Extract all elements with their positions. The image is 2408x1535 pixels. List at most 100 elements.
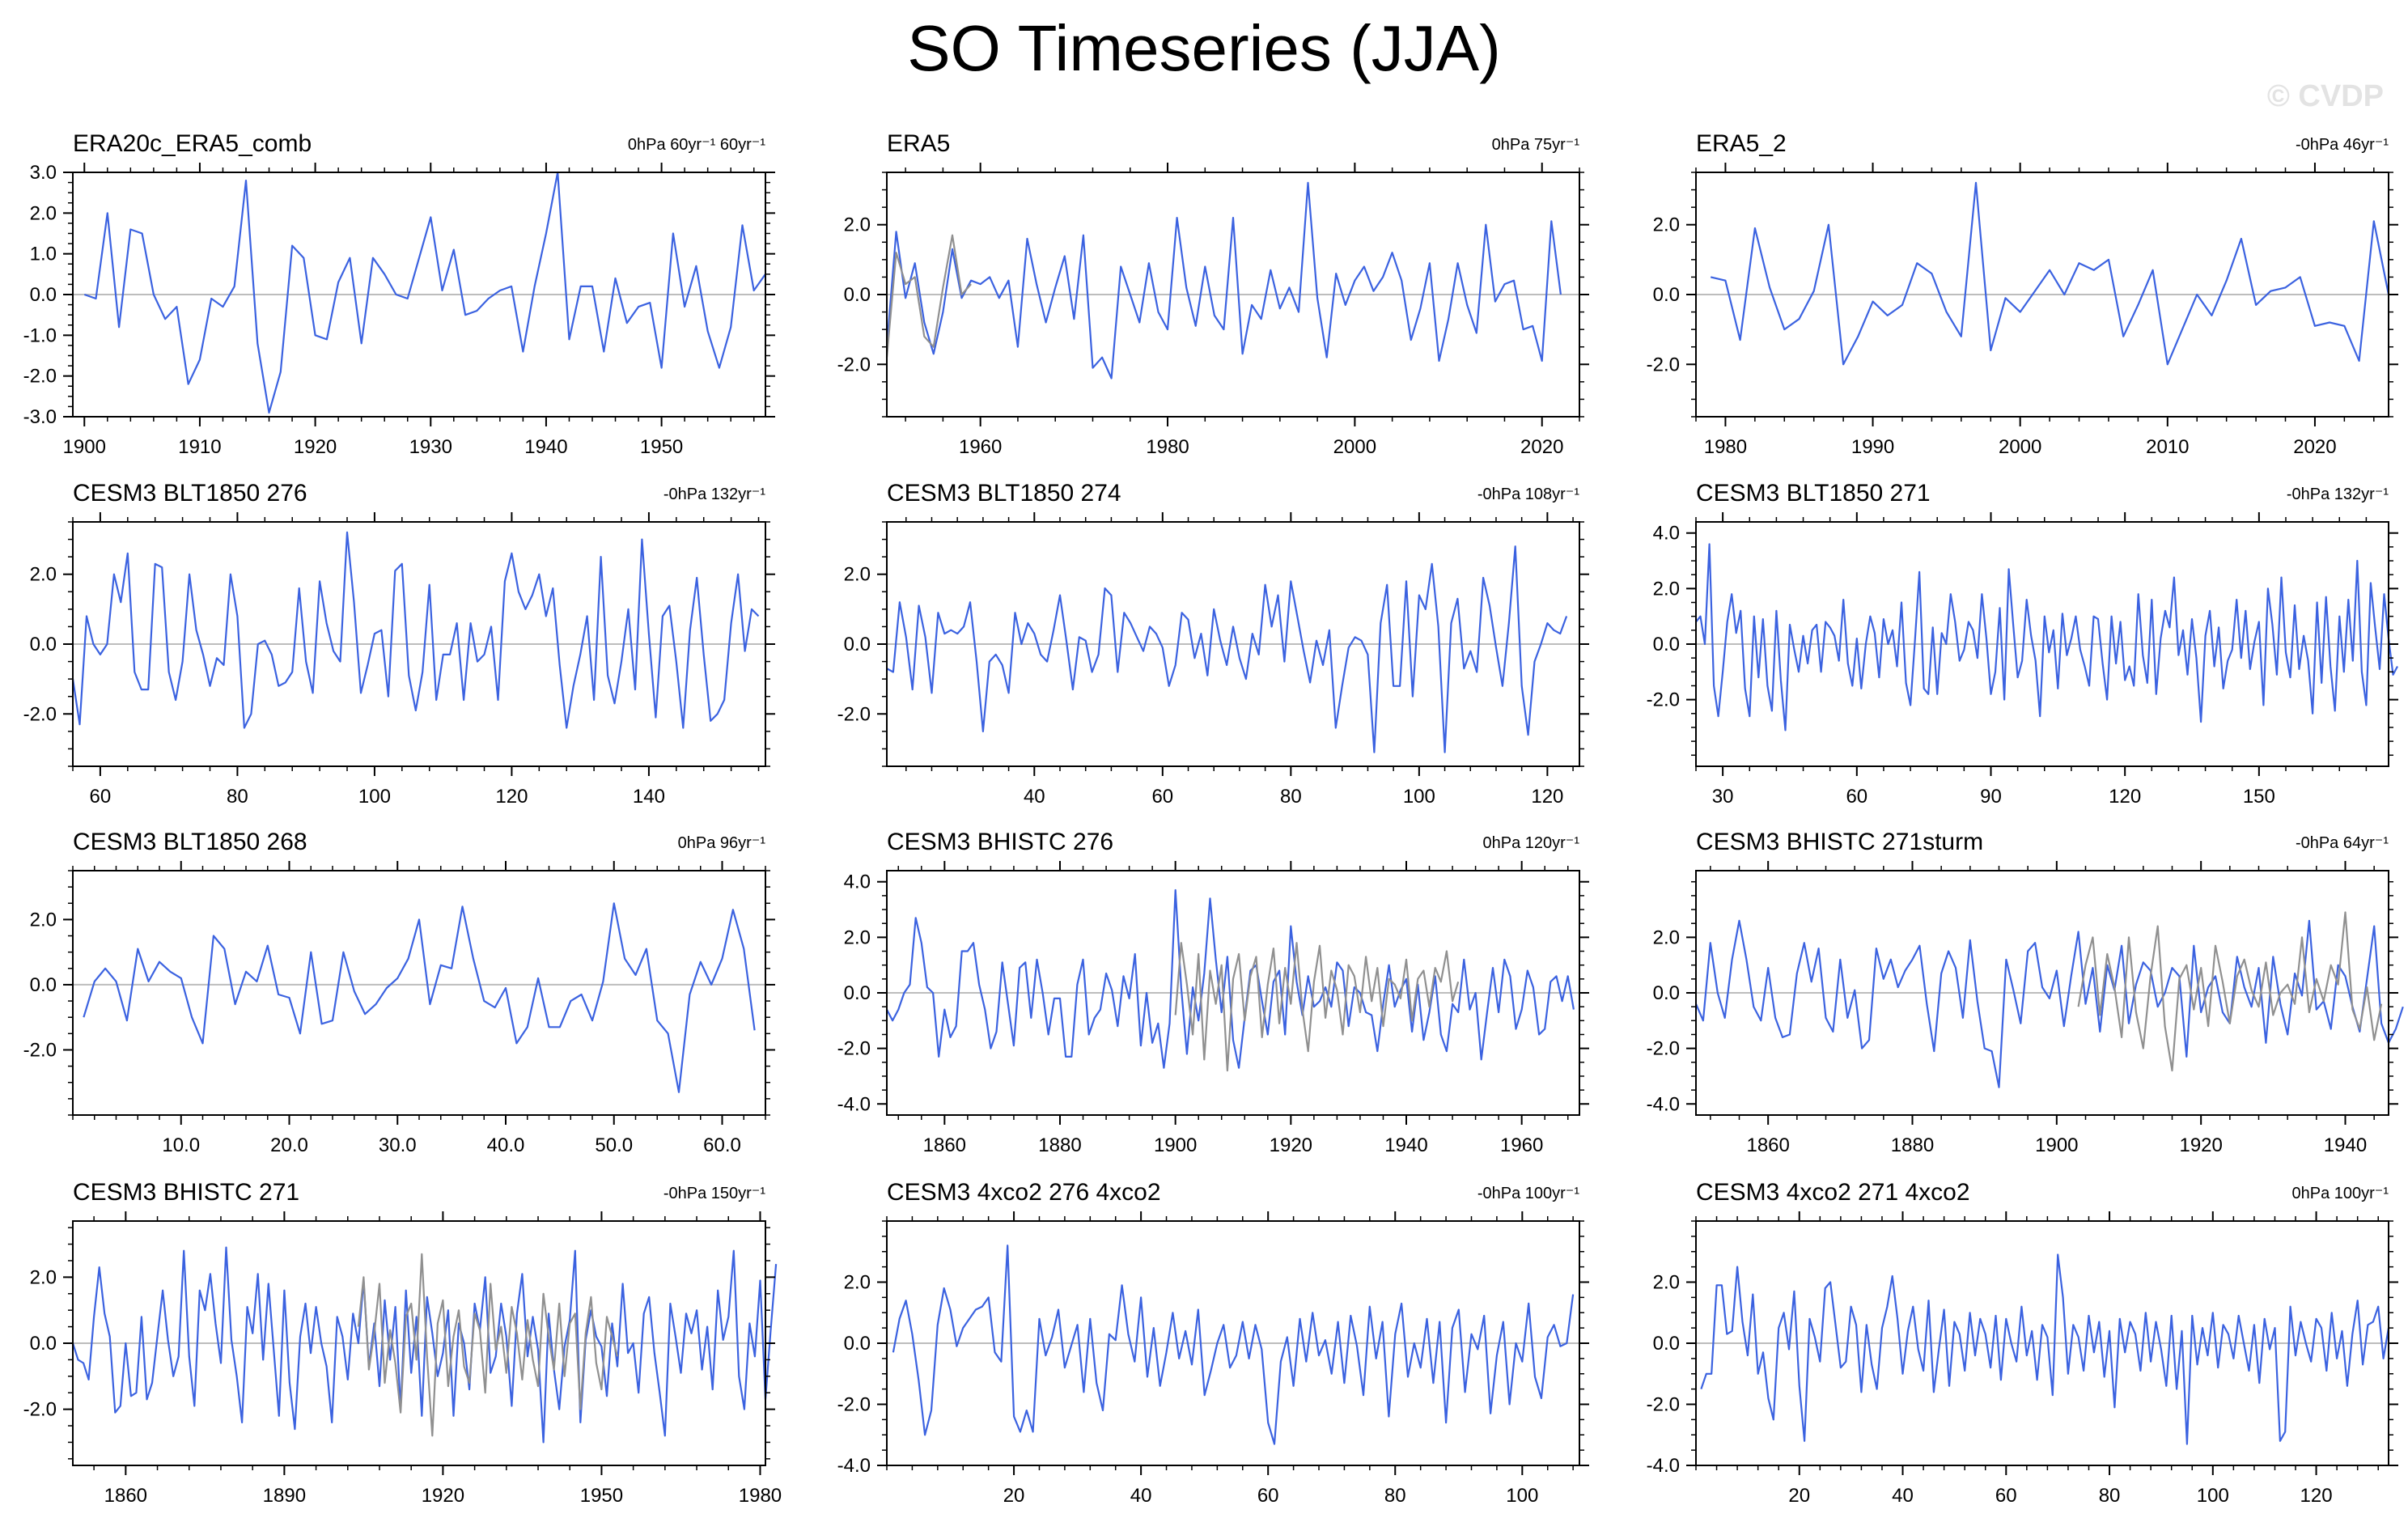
y-tick-label: 0.0	[30, 284, 57, 306]
chart-right-label: -0hPa 150yr⁻¹	[663, 1185, 766, 1202]
y-tick-label: 2.0	[844, 1272, 871, 1294]
y-tick-label: -2.0	[1647, 1038, 1680, 1060]
y-tick-label: 0.0	[844, 982, 871, 1004]
y-tick-label: -2.0	[1647, 689, 1680, 711]
chart-right-label: 0hPa 96yr⁻¹	[678, 834, 766, 852]
x-tick-label: 1950	[640, 436, 683, 458]
y-tick-label: -2.0	[837, 1038, 871, 1060]
x-tick-label: 2020	[2293, 436, 2336, 458]
series-line	[1700, 1253, 2390, 1445]
x-tick-label: 2020	[1520, 436, 1563, 458]
chart-panel: -4.0 -2.0 0.0 2.0 4.0 1860 1880 1900 1920 1940 196…	[837, 829, 1589, 1156]
chart-panel: -3.0 -2.0 -1.0 0.0 1.0 2.0 3.0 1900 1910 1920 1930…	[23, 130, 775, 458]
y-tick-label: 2.0	[1653, 1272, 1680, 1294]
obs-series-line	[885, 234, 972, 358]
series-line	[1694, 919, 2404, 1088]
x-tick-label: 10.0	[162, 1134, 200, 1156]
x-tick-label: 40	[1024, 786, 1045, 808]
x-tick-label: 1900	[2035, 1134, 2078, 1156]
chart-panel: -4.0 -2.0 0.0 2.0 20 40 60 80 100 CESM3 4xco2 276…	[837, 1179, 1589, 1507]
x-tick-label: 100	[358, 786, 391, 808]
x-tick-label: 1990	[1851, 436, 1894, 458]
chart-title: CESM3 4xco2 276 4xco2	[887, 1179, 1161, 1206]
y-tick-label: -2.0	[23, 366, 57, 388]
chart-panel: -2.0 0.0 2.0 4.0 30 60 90 120 150 CESM3 BLT1850 2…	[1647, 480, 2398, 808]
x-tick-label: 90	[1980, 786, 2002, 808]
y-tick-label: 2.0	[30, 1266, 57, 1288]
x-tick-label: 50.0	[595, 1134, 633, 1156]
chart-title: CESM3 BLT1850 268	[73, 829, 307, 855]
obs-series-line	[2077, 911, 2383, 1072]
x-tick-label: 1940	[2324, 1134, 2367, 1156]
y-tick-label: 0.0	[30, 634, 57, 655]
y-tick-label: 0.0	[1653, 634, 1680, 655]
x-tick-label: 80	[1384, 1485, 1406, 1507]
x-tick-label: 40.0	[487, 1134, 525, 1156]
x-tick-label: 20	[1003, 1485, 1025, 1507]
y-tick-label: -2.0	[837, 1394, 871, 1416]
chart-right-label: -0hPa 46yr⁻¹	[2296, 136, 2389, 154]
series-line	[885, 181, 1562, 380]
x-tick-label: 1920	[422, 1485, 464, 1507]
y-tick-label: 3.0	[30, 162, 57, 184]
chart-right-label: -0hPa 64yr⁻¹	[2296, 834, 2389, 852]
chart-panel: -2.0 0.0 2.0 1860 1890 1920 1950 1980 CESM3 BHIS…	[23, 1179, 782, 1507]
series-line	[83, 171, 766, 414]
x-tick-label: 60	[90, 786, 112, 808]
chart-right-label: -0hPa 132yr⁻¹	[2287, 486, 2389, 503]
series-line	[892, 1245, 1575, 1445]
y-tick-label: -2.0	[1647, 1394, 1680, 1416]
y-tick-label: -2.0	[837, 703, 871, 725]
chart-title: ERA20c_ERA5_comb	[73, 130, 312, 157]
x-tick-label: 1900	[1154, 1134, 1197, 1156]
y-tick-label: 2.0	[844, 927, 871, 948]
chart-right-label: -0hPa 100yr⁻¹	[1477, 1185, 1580, 1202]
chart-title: CESM3 BLT1850 276	[73, 480, 307, 507]
x-tick-label: 20.0	[270, 1134, 308, 1156]
y-tick-label: -4.0	[1647, 1455, 1680, 1477]
x-tick-label: 1980	[739, 1485, 782, 1507]
y-tick-label: -1.0	[23, 324, 57, 346]
y-tick-label: -3.0	[23, 406, 57, 428]
chart-right-label: 0hPa 60yr⁻¹ 60yr⁻¹	[628, 136, 765, 154]
x-tick-label: 1910	[178, 436, 221, 458]
x-tick-label: 1940	[524, 436, 567, 458]
chart-title: CESM3 BHISTC 271	[73, 1179, 299, 1206]
x-tick-label: 40	[1130, 1485, 1152, 1507]
y-tick-label: 2.0	[844, 214, 871, 236]
chart-right-label: -0hPa 132yr⁻¹	[663, 486, 766, 503]
chart-panel: -4.0 -2.0 0.0 2.0 1860 1880 1900 1920 1940 CESM3 …	[1647, 829, 2404, 1156]
watermark-text: © CVDP	[2266, 79, 2384, 113]
chart-panel: -2.0 0.0 2.0 10.0 20.0 30.0 40.0 50.0 60.0 CESM3 …	[23, 829, 775, 1156]
x-tick-label: 1940	[1384, 1134, 1427, 1156]
y-tick-label: -4.0	[1647, 1093, 1680, 1115]
y-tick-label: -4.0	[837, 1455, 871, 1477]
chart-panel: -4.0 -2.0 0.0 2.0 20 40 60 80 100 120 CESM3 4xco2 …	[1647, 1179, 2398, 1507]
x-tick-label: 60	[1846, 786, 1867, 808]
y-tick-label: 0.0	[844, 634, 871, 655]
chart-title: CESM3 BLT1850 271	[1696, 480, 1931, 507]
x-tick-label: 1860	[104, 1485, 147, 1507]
x-tick-label: 1980	[1146, 436, 1189, 458]
chart-title: ERA5	[887, 130, 950, 157]
series-line	[1695, 543, 2398, 731]
y-tick-label: 2.0	[30, 564, 57, 586]
series-line	[71, 531, 760, 729]
x-tick-label: 120	[1531, 786, 1563, 808]
y-tick-label: 1.0	[30, 244, 57, 265]
x-tick-label: 1980	[1704, 436, 1747, 458]
obs-series-line	[1174, 942, 1460, 1072]
chart-right-label: 0hPa 75yr⁻¹	[1492, 136, 1580, 154]
x-tick-label: 80	[227, 786, 248, 808]
x-tick-label: 120	[2109, 786, 2141, 808]
y-tick-label: -2.0	[837, 354, 871, 375]
page-title: SO Timeseries (JJA)	[907, 12, 1501, 84]
y-tick-label: 2.0	[1653, 578, 1680, 600]
x-tick-label: 1880	[1038, 1134, 1081, 1156]
chart-title: CESM3 BHISTC 271sturm	[1696, 829, 1983, 855]
x-tick-label: 1920	[294, 436, 337, 458]
chart-right-label: 0hPa 100yr⁻¹	[2291, 1185, 2389, 1202]
y-tick-label: 4.0	[1653, 523, 1680, 545]
x-tick-label: 1890	[263, 1485, 306, 1507]
